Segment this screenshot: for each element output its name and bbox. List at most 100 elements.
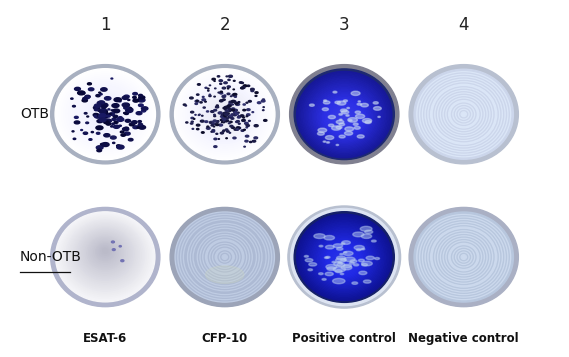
Ellipse shape bbox=[240, 115, 244, 117]
Ellipse shape bbox=[325, 245, 334, 249]
Ellipse shape bbox=[191, 117, 193, 119]
Ellipse shape bbox=[231, 118, 234, 119]
Ellipse shape bbox=[372, 240, 376, 242]
Ellipse shape bbox=[339, 256, 350, 266]
Ellipse shape bbox=[211, 125, 214, 126]
Ellipse shape bbox=[233, 114, 237, 116]
Ellipse shape bbox=[332, 107, 356, 130]
Ellipse shape bbox=[225, 129, 228, 130]
Ellipse shape bbox=[77, 91, 85, 95]
Ellipse shape bbox=[226, 118, 228, 119]
Ellipse shape bbox=[324, 257, 328, 258]
Ellipse shape bbox=[69, 80, 142, 147]
Ellipse shape bbox=[68, 221, 143, 289]
Ellipse shape bbox=[419, 74, 508, 154]
Ellipse shape bbox=[344, 252, 347, 253]
Ellipse shape bbox=[247, 85, 250, 86]
Ellipse shape bbox=[224, 114, 227, 116]
Ellipse shape bbox=[323, 98, 366, 137]
Ellipse shape bbox=[102, 106, 106, 109]
Ellipse shape bbox=[205, 101, 207, 102]
Ellipse shape bbox=[117, 145, 124, 149]
Ellipse shape bbox=[304, 80, 384, 151]
Ellipse shape bbox=[254, 137, 258, 139]
Ellipse shape bbox=[102, 111, 108, 114]
Ellipse shape bbox=[356, 249, 361, 251]
Ellipse shape bbox=[104, 116, 108, 118]
Ellipse shape bbox=[415, 213, 512, 301]
Ellipse shape bbox=[99, 118, 106, 122]
Ellipse shape bbox=[327, 142, 329, 143]
Ellipse shape bbox=[447, 99, 480, 129]
Ellipse shape bbox=[55, 69, 155, 160]
Ellipse shape bbox=[290, 65, 399, 164]
Ellipse shape bbox=[332, 126, 341, 130]
Ellipse shape bbox=[230, 121, 232, 122]
Ellipse shape bbox=[461, 255, 466, 259]
Ellipse shape bbox=[228, 116, 232, 118]
Ellipse shape bbox=[431, 227, 497, 287]
Ellipse shape bbox=[71, 98, 73, 99]
Ellipse shape bbox=[421, 218, 506, 296]
Ellipse shape bbox=[243, 117, 245, 118]
Ellipse shape bbox=[200, 91, 250, 137]
Ellipse shape bbox=[328, 115, 336, 119]
Ellipse shape bbox=[99, 117, 102, 119]
Ellipse shape bbox=[82, 232, 129, 275]
Ellipse shape bbox=[225, 109, 226, 110]
Ellipse shape bbox=[350, 260, 357, 263]
Ellipse shape bbox=[333, 251, 355, 270]
Ellipse shape bbox=[220, 132, 224, 134]
Ellipse shape bbox=[88, 83, 92, 85]
Ellipse shape bbox=[314, 90, 374, 144]
Ellipse shape bbox=[99, 114, 106, 118]
Ellipse shape bbox=[224, 82, 227, 84]
Ellipse shape bbox=[87, 236, 123, 270]
Ellipse shape bbox=[325, 272, 333, 276]
Ellipse shape bbox=[242, 120, 245, 121]
Ellipse shape bbox=[184, 77, 266, 151]
Ellipse shape bbox=[335, 101, 340, 104]
Ellipse shape bbox=[253, 140, 255, 142]
Ellipse shape bbox=[57, 71, 153, 157]
Ellipse shape bbox=[218, 112, 222, 114]
Ellipse shape bbox=[79, 230, 132, 278]
Ellipse shape bbox=[225, 121, 227, 122]
Ellipse shape bbox=[444, 240, 483, 275]
Ellipse shape bbox=[64, 218, 146, 293]
Ellipse shape bbox=[83, 92, 128, 134]
Ellipse shape bbox=[183, 220, 266, 295]
Ellipse shape bbox=[124, 95, 129, 98]
Ellipse shape bbox=[76, 86, 135, 140]
Ellipse shape bbox=[453, 247, 475, 267]
Ellipse shape bbox=[333, 109, 355, 128]
Ellipse shape bbox=[329, 104, 360, 132]
Ellipse shape bbox=[339, 123, 345, 126]
Ellipse shape bbox=[418, 73, 509, 156]
Ellipse shape bbox=[97, 120, 103, 123]
Ellipse shape bbox=[100, 110, 106, 114]
Ellipse shape bbox=[333, 244, 343, 248]
Ellipse shape bbox=[200, 102, 202, 103]
Ellipse shape bbox=[343, 100, 348, 102]
Ellipse shape bbox=[137, 125, 142, 128]
Ellipse shape bbox=[73, 226, 138, 284]
Ellipse shape bbox=[114, 121, 118, 124]
Ellipse shape bbox=[310, 227, 379, 290]
Ellipse shape bbox=[193, 228, 257, 286]
Ellipse shape bbox=[57, 213, 153, 300]
Ellipse shape bbox=[450, 102, 477, 127]
Ellipse shape bbox=[102, 116, 104, 117]
Ellipse shape bbox=[209, 121, 213, 124]
Ellipse shape bbox=[298, 216, 390, 299]
Ellipse shape bbox=[296, 214, 392, 301]
Ellipse shape bbox=[355, 111, 361, 114]
Ellipse shape bbox=[223, 107, 226, 109]
Ellipse shape bbox=[240, 82, 242, 83]
Ellipse shape bbox=[340, 109, 347, 112]
Ellipse shape bbox=[332, 261, 336, 263]
Ellipse shape bbox=[213, 104, 236, 125]
Ellipse shape bbox=[228, 79, 230, 80]
Ellipse shape bbox=[415, 70, 512, 158]
Ellipse shape bbox=[431, 84, 497, 144]
